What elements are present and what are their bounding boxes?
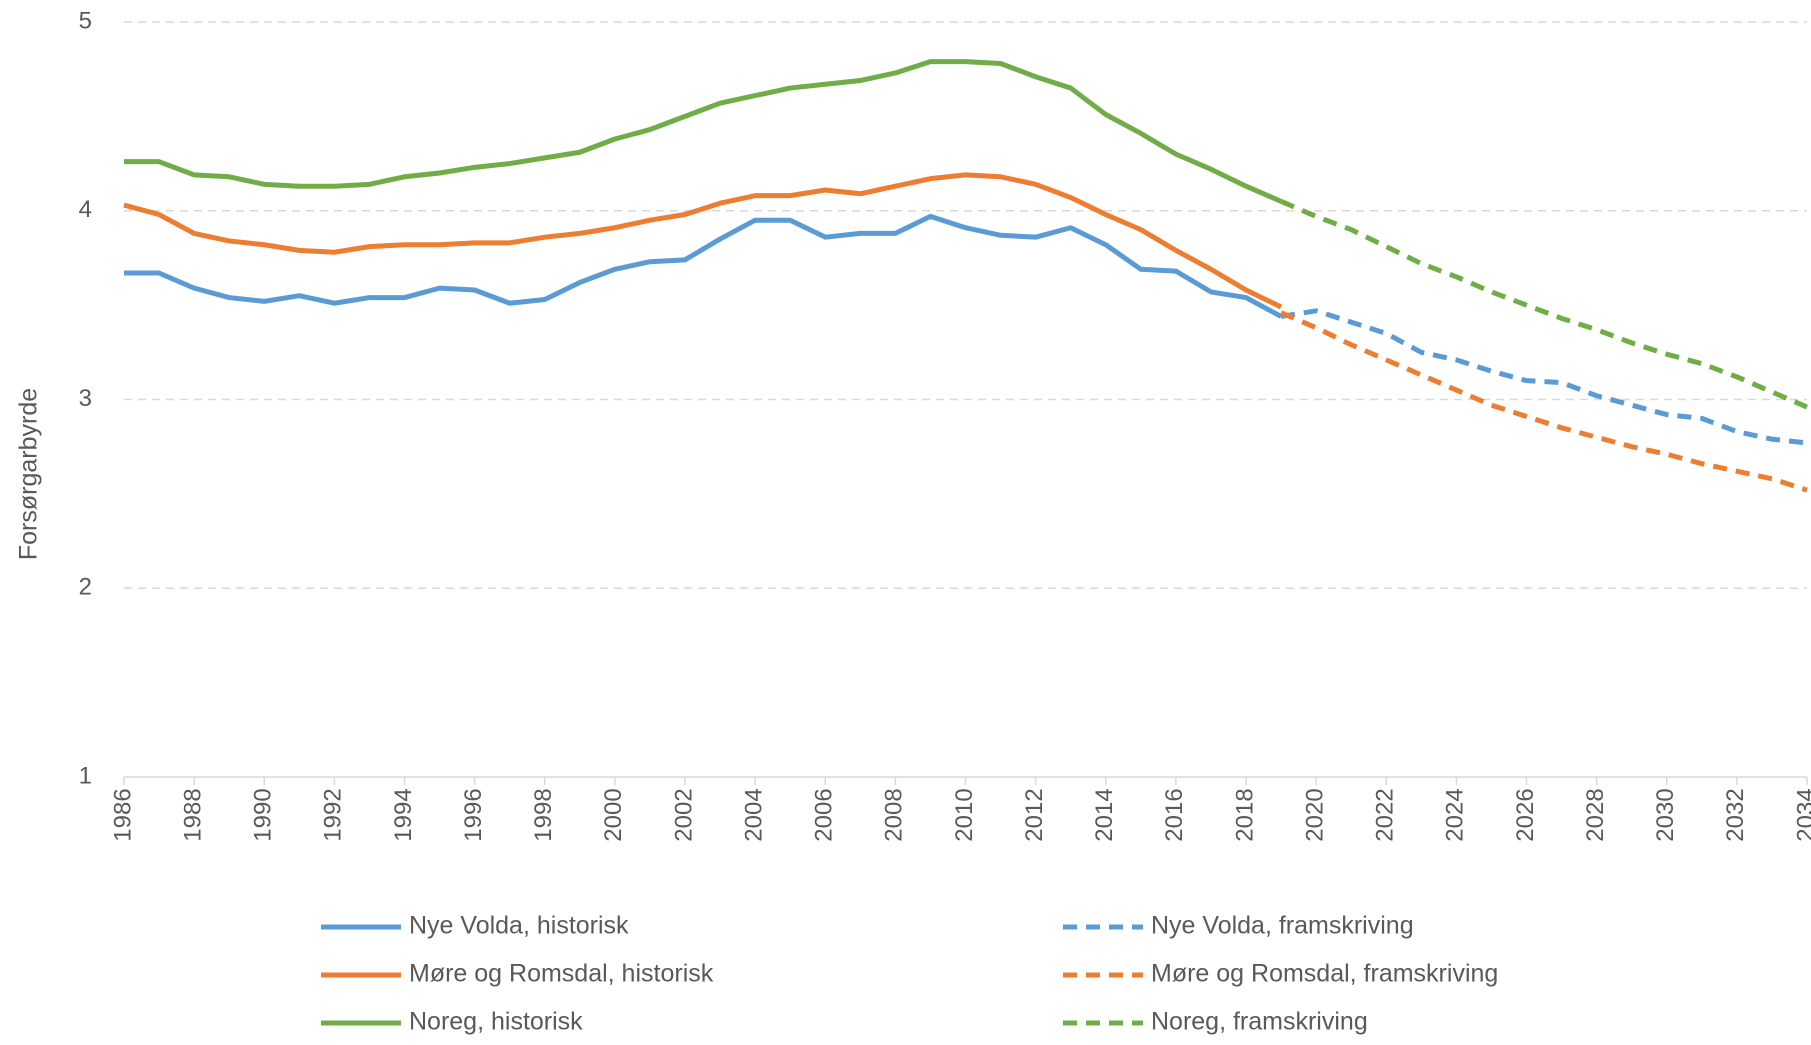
y-tick-label: 3 [79,385,92,412]
x-tick-label: 2018 [1231,788,1258,841]
x-tick-label: 2000 [600,788,627,841]
x-tick-label: 2026 [1512,788,1539,841]
x-tick-label: 2032 [1722,788,1749,841]
y-axis-label: Forsørgarbyrde [15,388,43,560]
legend-label: Nye Volda, framskriving [1151,912,1414,940]
y-tick-label: 1 [79,762,92,789]
x-tick-label: 1988 [179,788,206,841]
legend-label: Nye Volda, historisk [409,912,629,940]
series-line [1280,310,1808,493]
legend-label: Noreg, framskriving [1151,1008,1368,1036]
series-line [124,213,1283,319]
x-tick-label: 2010 [951,788,978,841]
x-tick-label: 2030 [1652,788,1679,841]
x-tick-label: 2014 [1091,788,1118,841]
x-tick-label: 2020 [1301,788,1328,841]
x-tick-label: 2024 [1442,788,1469,841]
x-tick-label: 1996 [460,788,487,841]
x-tick-label: 2016 [1161,788,1188,841]
x-tick-label: 2022 [1372,788,1399,841]
x-tick-label: 2004 [740,788,767,841]
legend-label: Møre og Romsdal, framskriving [1151,960,1498,988]
legend-label: Noreg, historisk [409,1008,583,1036]
x-tick-label: 1994 [390,788,417,841]
x-tick-label: 2006 [811,788,838,841]
x-tick-label: 2012 [1021,788,1048,841]
series-line [123,172,1283,310]
legend-label: Møre og Romsdal, historisk [409,960,714,988]
x-tick-label: 2034 [1792,788,1811,841]
x-tick-label: 1992 [320,788,347,841]
x-tick-label: 2002 [670,788,697,841]
y-tick-label: 5 [79,7,92,34]
x-tick-label: 1986 [109,788,136,841]
x-tick-label: 1990 [250,788,277,841]
series-line [1280,199,1808,410]
series-line [124,59,1283,204]
x-tick-label: 2008 [881,788,908,841]
y-tick-label: 4 [79,196,92,223]
x-tick-label: 1998 [530,788,557,841]
y-tick-label: 2 [79,574,92,601]
x-tick-label: 2028 [1582,788,1609,841]
